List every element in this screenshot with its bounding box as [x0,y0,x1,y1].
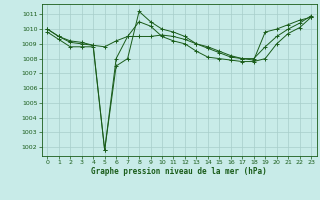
X-axis label: Graphe pression niveau de la mer (hPa): Graphe pression niveau de la mer (hPa) [91,167,267,176]
